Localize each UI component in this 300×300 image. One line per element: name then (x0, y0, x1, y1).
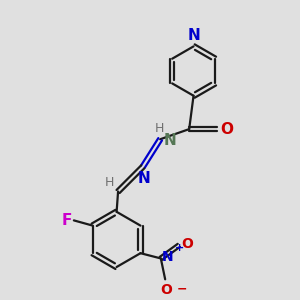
Text: O: O (220, 122, 233, 136)
Text: +: + (175, 243, 184, 253)
Text: O: O (161, 283, 172, 297)
Text: N: N (162, 250, 174, 264)
Text: −: − (176, 283, 187, 296)
Text: O: O (182, 237, 194, 251)
Text: F: F (61, 213, 71, 228)
Text: H: H (155, 122, 164, 135)
Text: N: N (138, 171, 151, 186)
Text: N: N (187, 28, 200, 43)
Text: N: N (164, 133, 177, 148)
Text: H: H (105, 176, 115, 189)
